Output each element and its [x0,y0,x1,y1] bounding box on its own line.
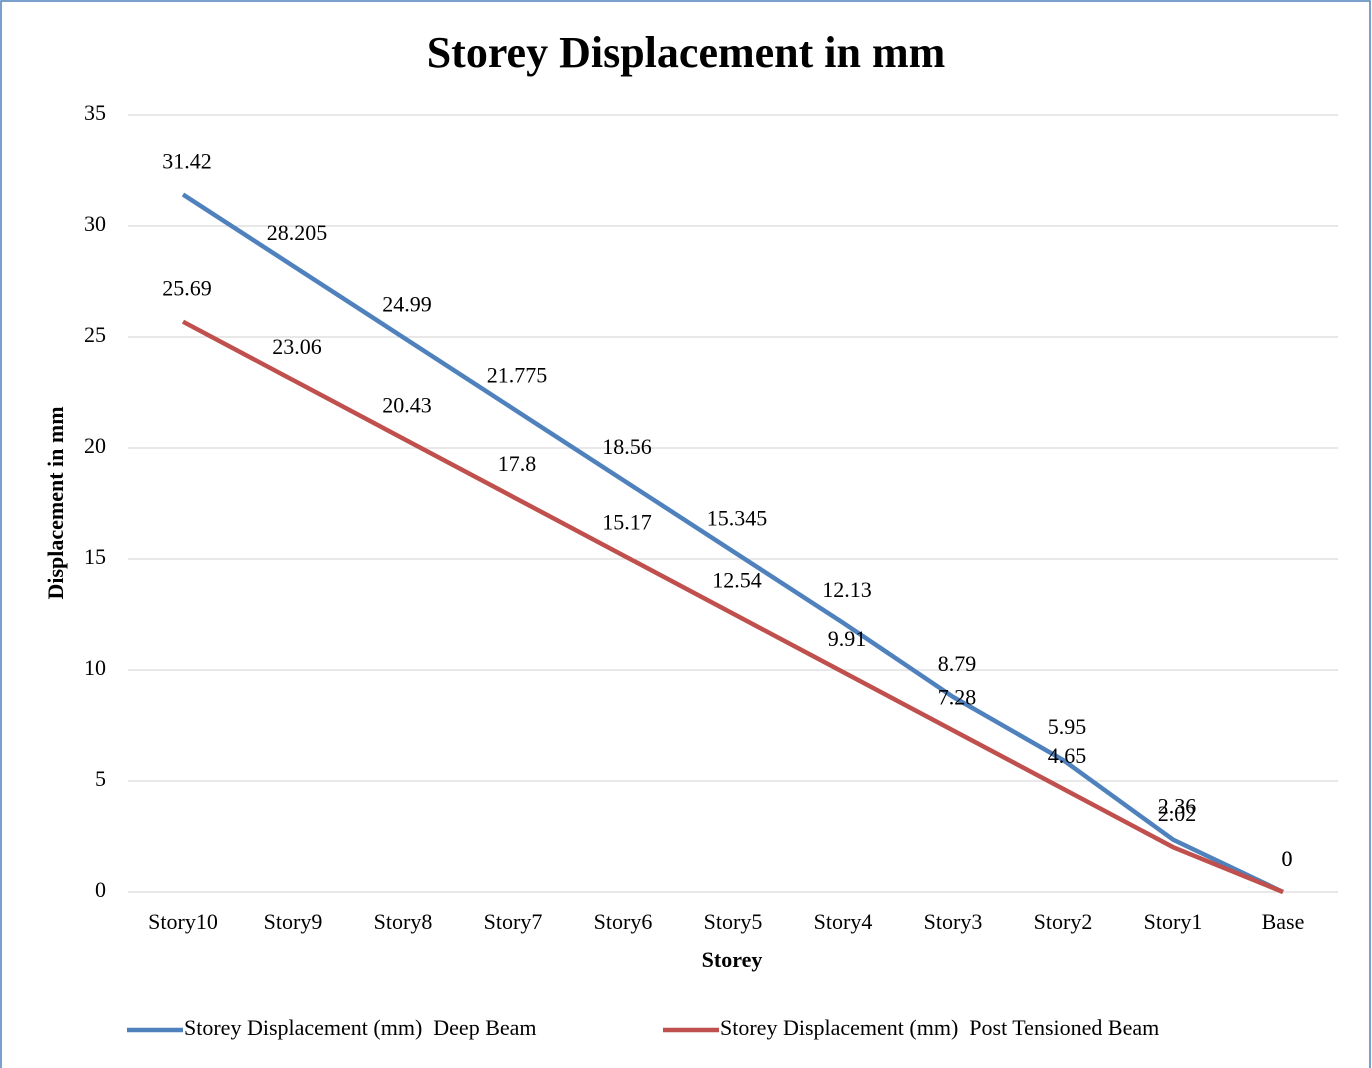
data-label: 0 [1282,846,1293,871]
y-tick-label: 0 [95,877,106,902]
data-label: 12.54 [712,568,762,593]
y-axis-title: Displacement in mm [43,406,68,599]
data-label: 2.02 [1158,801,1197,826]
x-tick-label: Story1 [1144,909,1203,934]
data-label: 7.28 [938,684,977,709]
y-tick-label: 5 [95,766,106,791]
y-tick-label: 15 [84,544,106,569]
data-line [181,192,1284,895]
data-label: 5.95 [1048,714,1087,739]
y-tick-label: 10 [84,655,106,680]
x-tick-label: Story10 [148,909,218,934]
x-tick-label: Story4 [814,909,873,934]
y-tick-label: 30 [84,211,106,236]
x-tick-label: Story3 [924,909,983,934]
x-tick-label: Story5 [704,909,763,934]
data-label: 12.13 [822,577,872,602]
data-label: 31.42 [162,149,212,174]
legend-label: Storey Displacement (mm) Deep Beam [184,1015,537,1040]
data-label: 28.205 [267,220,328,245]
x-tick-label: Story7 [484,909,543,934]
data-label: 23.06 [272,334,322,359]
x-tick-label: Base [1262,909,1305,934]
data-label: 9.91 [828,626,867,651]
data-label: 15.17 [602,509,652,534]
x-tick-label: Story2 [1034,909,1093,934]
data-label: 2.36 [1158,794,1197,819]
data-label: 18.56 [602,434,652,459]
x-axis-title: Storey [702,947,763,972]
data-label: 24.99 [382,291,432,316]
data-label: 20.43 [382,393,432,418]
y-tick-label: 35 [84,100,106,125]
data-label: 15.345 [707,505,768,530]
data-label: 4.65 [1048,743,1087,768]
y-tick-label: 20 [84,433,106,458]
x-tick-label: Story6 [594,909,653,934]
data-label: 0 [1282,846,1293,871]
data-label: 21.775 [487,363,548,388]
x-tick-label: Story8 [374,909,433,934]
x-tick-label: Story9 [264,909,323,934]
legend-label: Storey Displacement (mm) Post Tensioned … [720,1015,1159,1040]
y-tick-label: 25 [84,322,106,347]
data-label: 25.69 [162,276,212,301]
data-line [181,319,1284,895]
data-label: 17.8 [498,451,537,476]
data-label: 8.79 [938,651,977,676]
chart-title: Storey Displacement in mm [427,28,946,77]
